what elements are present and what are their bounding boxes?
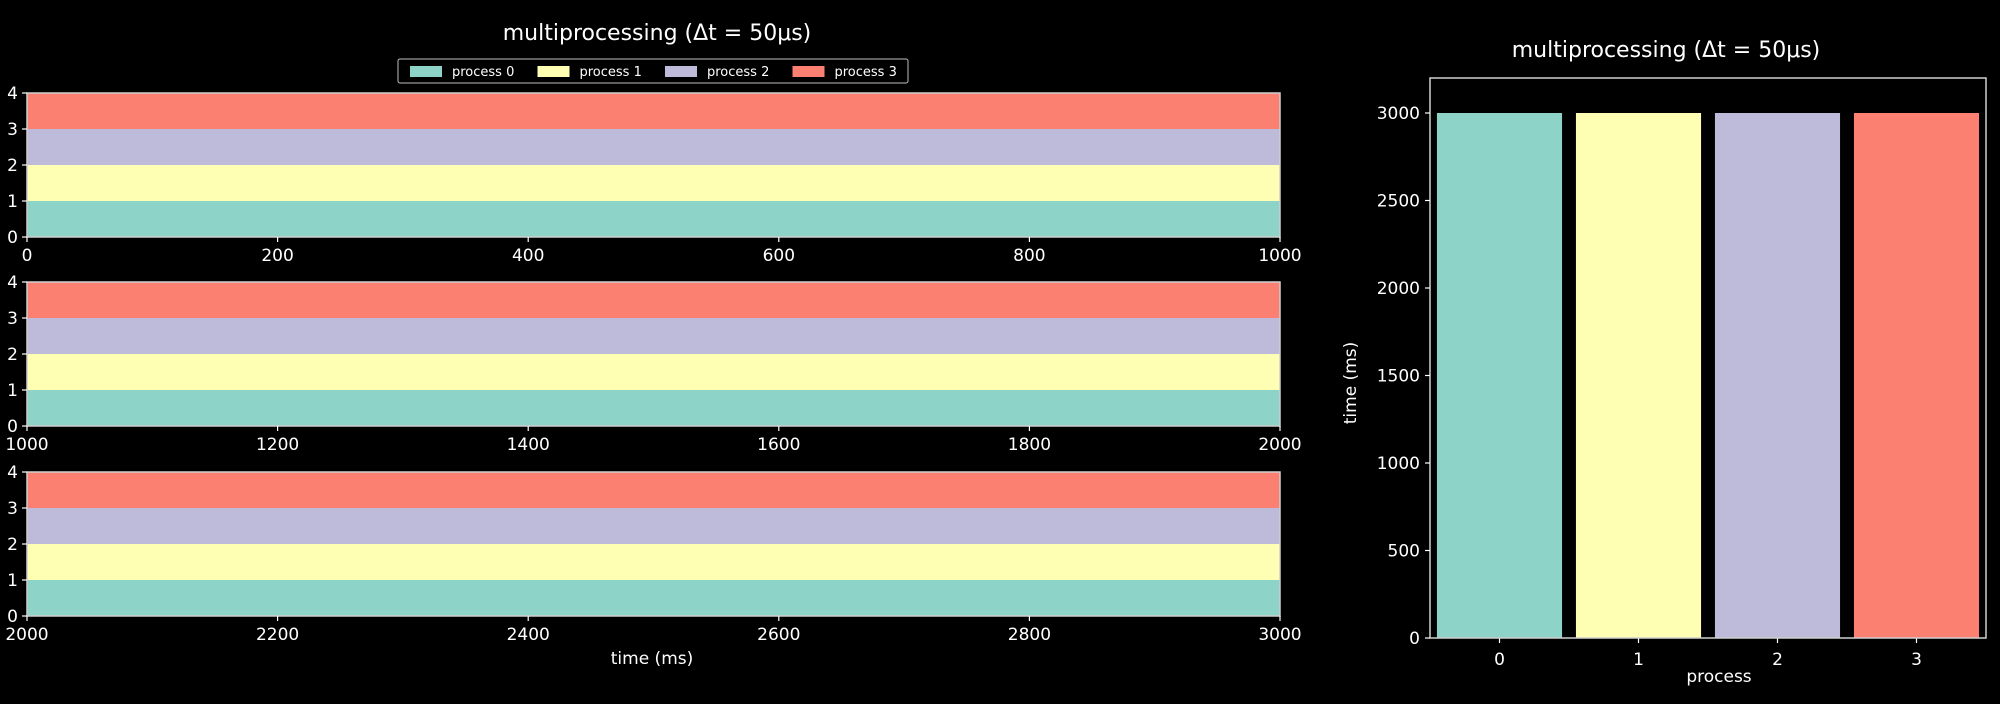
bar-chart-plot: 0 1 2 3 0 500 1000 1500 2000 2500 3000: [1377, 77, 1987, 670]
xtick-label-2-0: 2000: [5, 625, 48, 645]
bar-process-3: [1853, 113, 1980, 638]
bar-figure: multiprocessing (Δt = 50μs) 0 1 2 3 0 500 1000…: [1341, 38, 1987, 687]
legend-swatch-1: [537, 66, 570, 77]
ytick-label-0-4: 4: [7, 84, 18, 104]
xtick-label-0-5: 1000: [1258, 246, 1301, 266]
timeline-x-axis-label: time (ms): [611, 649, 694, 669]
bar-ytick-label-1: 500: [1388, 542, 1420, 562]
xtick-label-0-4: 800: [1013, 246, 1045, 266]
bar-xtick-label-0: 0: [1494, 650, 1505, 670]
timeline-title: multiprocessing (Δt = 50μs): [503, 21, 812, 46]
legend-label-0: process 0: [452, 65, 514, 80]
legend-label-3: process 3: [835, 65, 897, 80]
bar-process-2: [1714, 113, 1841, 638]
ytick-label-1-4: 4: [7, 273, 18, 293]
ytick-label-1-0: 0: [7, 417, 18, 437]
xtick-label-0-0: 0: [22, 246, 33, 266]
xtick-label-1-4: 1800: [1008, 435, 1051, 455]
xtick-label-0-2: 400: [512, 246, 544, 266]
ytick-label-2-0: 0: [7, 607, 18, 627]
lane-1-process-2-0: [27, 318, 1280, 354]
xtick-label-2-5: 3000: [1258, 625, 1301, 645]
timeline-panel-2: 0 1 2 3 4 2000 2200 2400 2600 2800 3000: [5, 463, 1301, 645]
xtick-label-1-1: 1200: [256, 435, 299, 455]
bar-process-1: [1575, 113, 1702, 638]
bar-ytick-label-5: 2500: [1377, 192, 1420, 212]
bar-chart-frame: [1429, 77, 1987, 639]
lane-0-process-1-0: [27, 165, 1280, 201]
ytick-label-0-3: 3: [7, 120, 18, 140]
bar-xtick-label-2: 2: [1772, 650, 1783, 670]
xtick-label-1-2: 1400: [507, 435, 550, 455]
lane-1-process-1-0: [27, 354, 1280, 390]
lane-0-process-2-0: [27, 129, 1280, 165]
xtick-label-2-4: 2800: [1008, 625, 1051, 645]
bar-xtick-label-3: 3: [1911, 650, 1922, 670]
bar-ytick-label-3: 1500: [1377, 367, 1420, 387]
lane-0-process-3-0: [27, 93, 1280, 129]
legend-label-2: process 2: [707, 65, 769, 80]
xtick-label-1-5: 2000: [1258, 435, 1301, 455]
ytick-label-2-3: 3: [7, 499, 18, 519]
ytick-label-0-2: 2: [7, 156, 18, 176]
xtick-label-2-1: 2200: [256, 625, 299, 645]
legend-swatch-0: [410, 66, 442, 77]
bar-x-axis-label: process: [1686, 667, 1751, 687]
lane-2-process-0-0: [27, 580, 1280, 616]
bar-ytick-label-6: 3000: [1377, 104, 1420, 124]
xtick-label-2-2: 2400: [507, 625, 550, 645]
lane-0-process-0-0: [27, 201, 1280, 237]
xtick-label-2-3: 2600: [757, 625, 800, 645]
ytick-label-0-0: 0: [7, 228, 18, 248]
legend: process 0 process 1 process 2 process 3: [397, 58, 909, 84]
xtick-label-1-3: 1600: [757, 435, 800, 455]
bar-ytick-label-4: 2000: [1377, 279, 1420, 299]
lane-2-process-3-0: [27, 472, 1280, 508]
ytick-label-2-2: 2: [7, 535, 18, 555]
xtick-label-1-0: 1000: [5, 435, 48, 455]
ytick-label-2-4: 4: [7, 463, 18, 483]
lane-1-process-0-0: [27, 390, 1280, 426]
legend-swatch-2: [665, 66, 697, 77]
lane-2-process-1-0: [27, 544, 1280, 580]
lane-2-process-2-0: [27, 508, 1280, 544]
ytick-label-1-1: 1: [7, 381, 18, 401]
ytick-label-1-3: 3: [7, 309, 18, 329]
xtick-label-0-3: 600: [763, 246, 795, 266]
ytick-label-0-1: 1: [7, 192, 18, 212]
bar-y-axis-label: time (ms): [1341, 342, 1361, 425]
lane-1-process-3-0: [27, 282, 1280, 318]
bar-xtick-label-1: 1: [1633, 650, 1644, 670]
legend-frame: [397, 58, 909, 84]
ytick-label-1-2: 2: [7, 345, 18, 365]
bar-chart-title: multiprocessing (Δt = 50μs): [1512, 38, 1821, 63]
legend-label-1: process 1: [580, 65, 642, 80]
timeline-panel-1: 0 1 2 3 4 1000 1200 1400 1600 1800 2000: [5, 273, 1301, 455]
timeline-figure: multiprocessing (Δt = 50μs) process 0 pro…: [5, 21, 1301, 669]
xtick-label-0-1: 200: [261, 246, 293, 266]
bar-process-0: [1436, 113, 1563, 638]
bar-ytick-label-0: 0: [1409, 629, 1420, 649]
timeline-panel-0: 0 1 2 3 4 0 200 400 600 800 1000: [7, 84, 1301, 266]
bar-ytick-label-2: 1000: [1377, 454, 1420, 474]
ytick-label-2-1: 1: [7, 571, 18, 591]
legend-swatch-3: [792, 66, 825, 77]
